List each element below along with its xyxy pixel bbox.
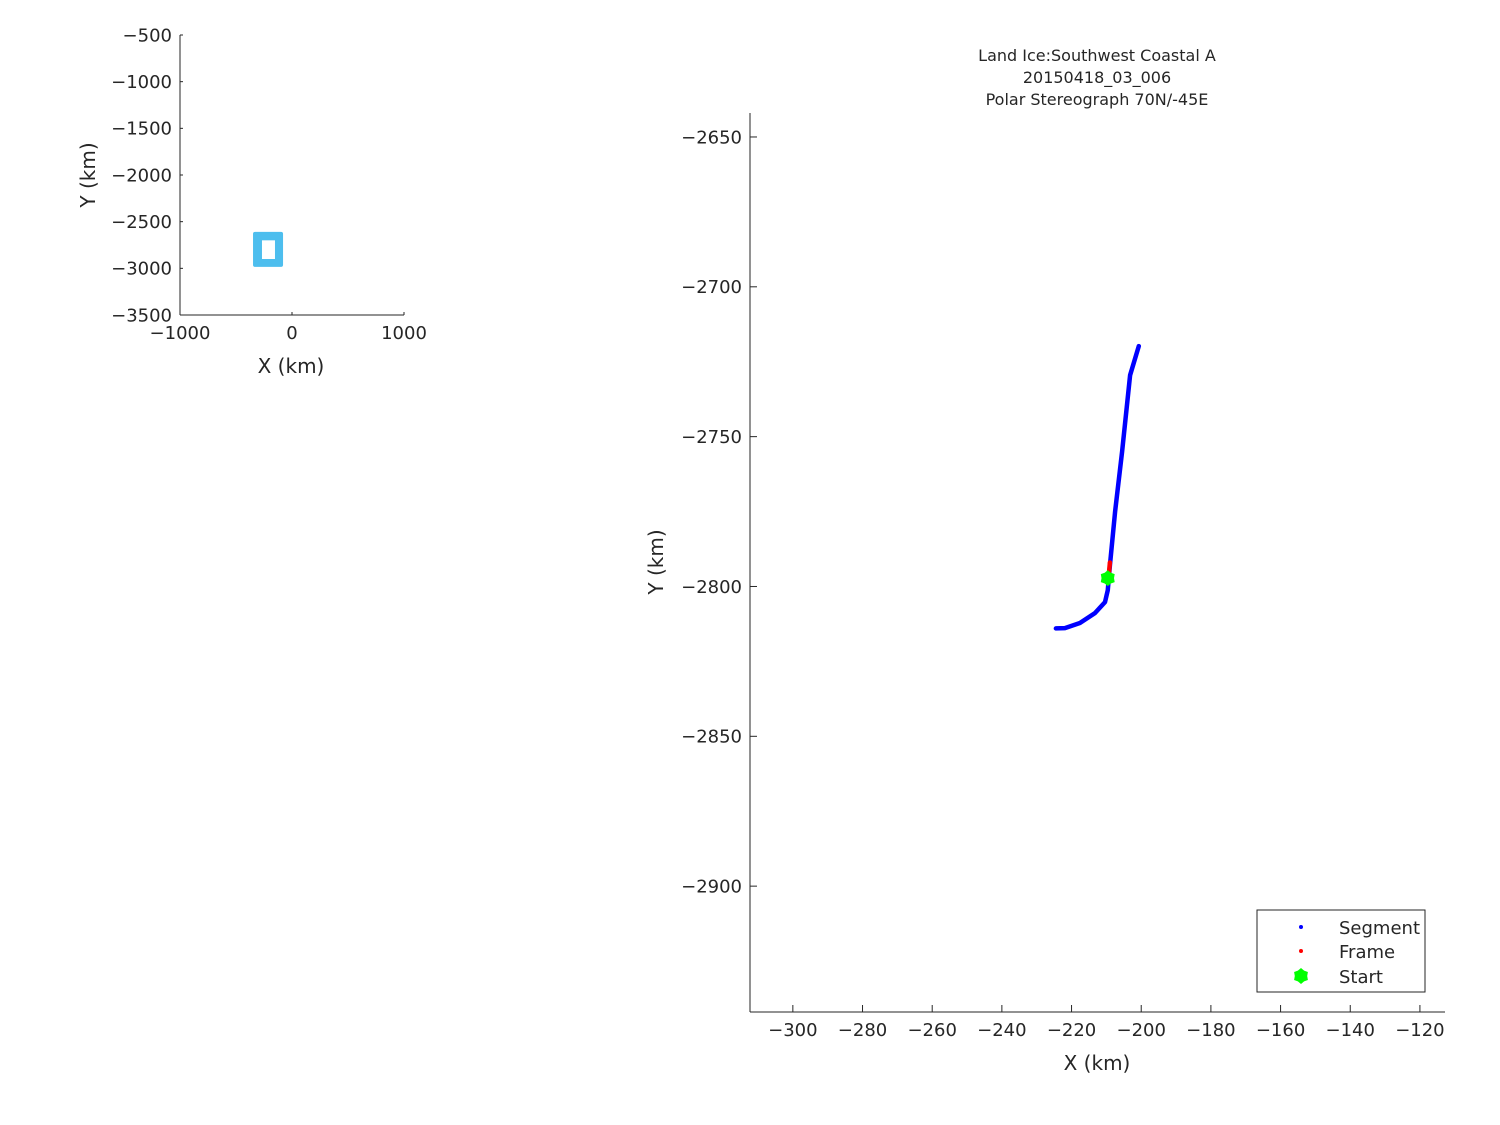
overview-y-label: Y (km) — [76, 142, 100, 208]
legend-frame-label: Frame — [1339, 942, 1395, 963]
main-x-tick-label: −200 — [1116, 1020, 1165, 1041]
main-y-tick-label: −2900 — [681, 876, 742, 897]
main-y-tick-label: −2850 — [681, 727, 742, 748]
coverage-box-inner — [261, 240, 275, 259]
overview-y-tick-label: −2500 — [111, 212, 172, 233]
segment-track — [1053, 343, 1142, 631]
main-x-tick-label: −220 — [1047, 1020, 1096, 1041]
main-y-tick-label: −2700 — [681, 277, 742, 298]
main-x-tick-label: −140 — [1326, 1020, 1375, 1041]
main-x-tick-label: −160 — [1256, 1020, 1305, 1041]
main-x-tick-label: −280 — [838, 1020, 887, 1041]
legend: Segment Frame Start — [1256, 909, 1426, 993]
overview-y-tick-label: −500 — [123, 25, 172, 46]
overview-y-tick-label: −1000 — [111, 72, 172, 93]
main-y-tick-label: −2800 — [681, 577, 742, 598]
overview-x-label: X (km) — [258, 354, 325, 378]
overview-x-tick-label: 1000 — [381, 323, 427, 344]
main-y-label: Y (km) — [644, 529, 668, 595]
main-x-label: X (km) — [1064, 1051, 1131, 1075]
main-x-tick-label: −180 — [1186, 1020, 1235, 1041]
legend-segment-label: Segment — [1339, 918, 1420, 939]
overview-y-tick-label: −2000 — [111, 165, 172, 186]
legend-start-label: Start — [1339, 967, 1383, 988]
overview-y-tick-label: −3000 — [111, 259, 172, 280]
legend-start-marker — [1294, 968, 1308, 984]
main-x-tick-label: −300 — [768, 1020, 817, 1041]
main-x-tick-label: −260 — [907, 1020, 956, 1041]
overview-y-tick-label: −3500 — [111, 305, 172, 326]
legend-box — [1256, 909, 1426, 993]
main-y-tick-label: −2650 — [681, 127, 742, 148]
main-axes: Land Ice:Southwest Coastal A 20150418_03… — [644, 46, 1445, 1075]
overview-x-tick-label: 0 — [286, 323, 297, 344]
legend-segment-marker — [1299, 925, 1303, 929]
overview-axes: X (km) Y (km) −1000 0 1000 −500 −1000 −1500 −2… — [76, 25, 427, 378]
main-x-tick-label: −120 — [1395, 1020, 1444, 1041]
overview-y-tick-label: −1500 — [111, 119, 172, 140]
start-marker — [1100, 570, 1115, 587]
title-line-3: Polar Stereograph 70N/-45E — [986, 90, 1209, 109]
title-line-2: 20150418_03_006 — [1023, 68, 1171, 88]
overview-x-tick-label: −1000 — [150, 323, 211, 344]
main-x-tick-label: −240 — [977, 1020, 1026, 1041]
main-y-tick-label: −2750 — [681, 427, 742, 448]
legend-frame-marker — [1299, 949, 1303, 953]
title-line-1: Land Ice:Southwest Coastal A — [978, 46, 1216, 65]
